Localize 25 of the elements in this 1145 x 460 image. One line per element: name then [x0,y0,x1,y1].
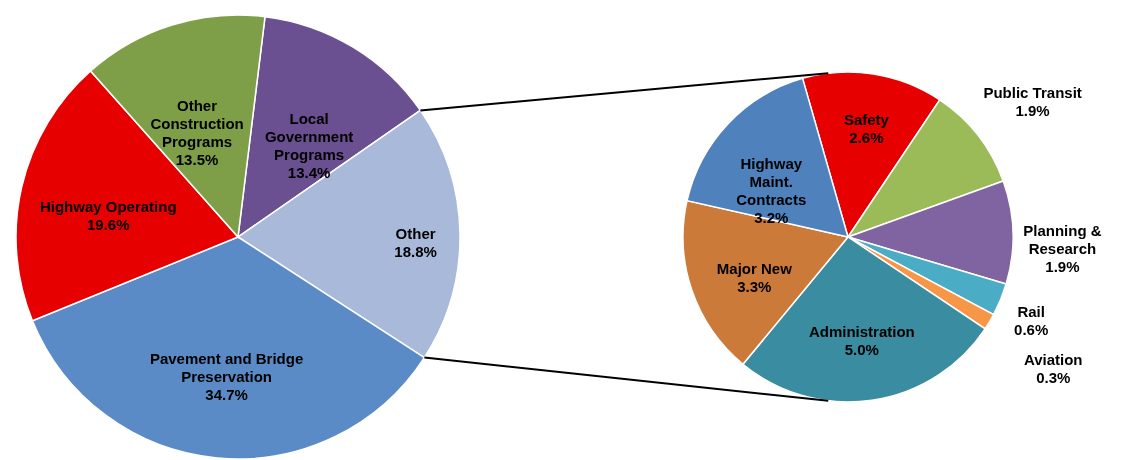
data-label: 34.7% [205,385,248,403]
data-label: 5.0% [844,340,879,358]
slice-label: Public Transit [983,83,1082,101]
data-label: 1.9% [1015,101,1050,119]
slice-label: Administration [808,322,915,340]
data-label: 13.5% [175,150,219,168]
data-label: 0.6% [1014,321,1049,339]
data-label: 3.3% [737,278,772,295]
slice-label: Aviation [1023,350,1083,368]
slice-label: Local Government Programs [264,110,354,164]
data-label: 0.3% [1036,368,1071,386]
data-label: 1.9% [1045,257,1080,275]
data-label: 2.6% [849,128,884,146]
data-label: 18.8% [394,243,437,261]
data-label: 19.6% [87,215,130,233]
slice-label: Highway Maint. Contracts [736,155,807,209]
slice-label: Safety [843,110,890,128]
slice-label: Other Construction Programs [150,96,244,150]
slice-label: Pavement and Bridge Preservation [149,349,304,385]
slice-label: Rail [1017,303,1045,321]
slice-label: Other [395,225,436,243]
slice-label: Planning & Research [1023,221,1102,257]
slice-label: Highway Operating [39,197,177,215]
data-label: 13.4% [287,164,331,182]
slice-label: Major New [716,260,793,277]
